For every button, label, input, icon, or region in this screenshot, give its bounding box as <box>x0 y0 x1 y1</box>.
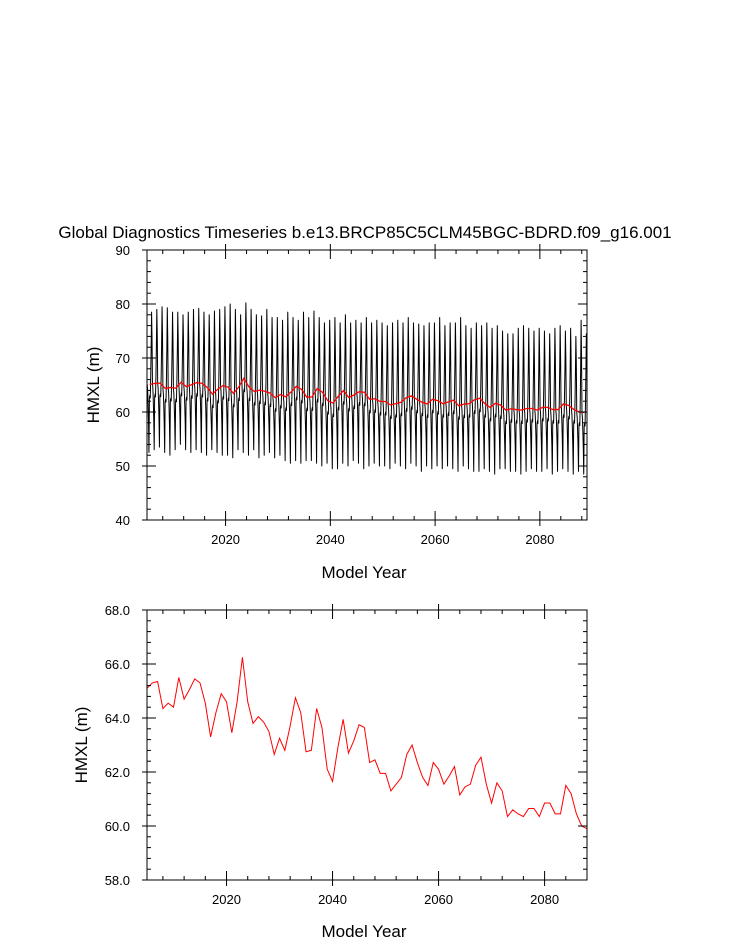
bottom-y-tick-label: 60.0 <box>105 819 130 834</box>
top-y-axis-label: HMXL (m) <box>84 347 103 424</box>
bottom-y-tick-label: 58.0 <box>105 873 130 888</box>
top-x-tick-label: 2060 <box>421 532 450 547</box>
top-plot-area <box>146 302 588 475</box>
bottom-x-axis-label: Model Year <box>321 922 406 941</box>
top-y-tick-label: 70 <box>116 351 130 366</box>
top-x-tick-label: 2040 <box>316 532 345 547</box>
bottom-plot-frame <box>146 609 588 881</box>
bottom-plot-area <box>146 657 588 830</box>
annual-mean-line-overlay <box>149 376 585 414</box>
chart-title: Global Diagnostics Timeseries b.e13.BRCP… <box>58 223 671 242</box>
bottom-x-tick-label: 2080 <box>530 892 559 907</box>
top-y-tick-label: 40 <box>116 513 130 528</box>
bottom-y-tick-label: 66.0 <box>105 657 130 672</box>
top-x-tick-label: 2080 <box>525 532 554 547</box>
annual-mean-line <box>146 657 588 830</box>
bottom-x-tick-label: 2060 <box>424 892 453 907</box>
bottom-panel: 2020 2040 2060 2080 58.0 60.0 62.0 64.0 66.0 68.0… <box>72 603 588 941</box>
top-plot-frame <box>146 249 588 521</box>
bottom-y-axis-label: HMXL (m) <box>72 707 91 784</box>
top-x-tick-label: 2020 <box>211 532 240 547</box>
bottom-axis-ticks: 2020 2040 2060 2080 58.0 60.0 62.0 64.0 66.0 68.0 <box>105 603 588 907</box>
top-x-axis-label: Model Year <box>321 563 406 582</box>
bottom-y-tick-label: 68.0 <box>105 603 130 618</box>
top-y-tick-label: 60 <box>116 405 130 420</box>
top-y-tick-label: 80 <box>116 297 130 312</box>
bottom-x-tick-label: 2040 <box>318 892 347 907</box>
top-y-tick-label: 90 <box>116 243 130 258</box>
top-y-tick-label: 50 <box>116 459 130 474</box>
bottom-y-tick-label: 62.0 <box>105 765 130 780</box>
top-axis-ticks: 2020 2040 2060 2080 40 50 60 70 80 90 <box>116 243 587 547</box>
bottom-x-tick-label: 2020 <box>212 892 241 907</box>
bottom-y-tick-label: 64.0 <box>105 711 130 726</box>
monthly-series-line <box>146 302 588 475</box>
top-panel: 2020 2040 2060 2080 40 50 60 70 80 90 HMXL (m) Mo… <box>84 243 588 582</box>
